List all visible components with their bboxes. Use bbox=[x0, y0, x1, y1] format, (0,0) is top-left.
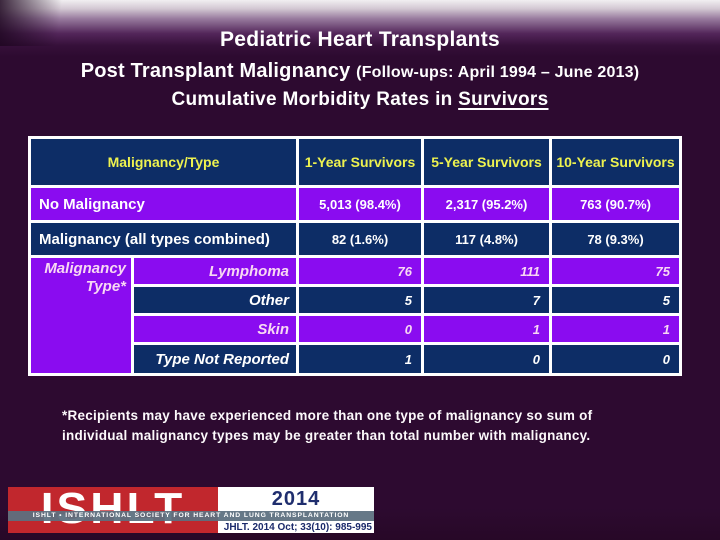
type-label-line2: Type* bbox=[85, 278, 126, 295]
subtitle-main: Post Transplant Malignancy bbox=[80, 60, 357, 82]
cell-value: 78 (9.3%) bbox=[552, 223, 679, 255]
cell-value: 0 bbox=[552, 345, 679, 373]
footnote-line2: individual malignancy types may be great… bbox=[62, 428, 591, 443]
footer-white-panel bbox=[218, 487, 374, 533]
cell-value: 1 bbox=[552, 316, 679, 342]
cell-value: 763 (90.7%) bbox=[552, 188, 679, 220]
ishlt-society-band: ISHLT • INTERNATIONAL SOCIETY FOR HEART … bbox=[8, 511, 374, 521]
column-header-1-year: 1-Year Survivors bbox=[299, 139, 421, 185]
slide-titles: Pediatric Heart Transplants Post Transpl… bbox=[0, 28, 720, 111]
cell-value: 5,013 (98.4%) bbox=[299, 188, 421, 220]
cell-value: 0 bbox=[424, 345, 549, 373]
cell-value: 111 bbox=[424, 258, 549, 284]
cell-value: 5 bbox=[552, 287, 679, 313]
column-header-5-year: 5-Year Survivors bbox=[424, 139, 549, 185]
table-row-other: Other 5 7 5 bbox=[31, 287, 679, 313]
column-header-malignancy-type: Malignancy/Type bbox=[31, 139, 296, 185]
morbidity-table: Malignancy/Type 1-Year Survivors 5-Year … bbox=[28, 136, 682, 376]
footer-year: 2014 bbox=[271, 488, 321, 510]
cell-value: 82 (1.6%) bbox=[299, 223, 421, 255]
cell-value: 7 bbox=[424, 287, 549, 313]
cell-value: 117 (4.8%) bbox=[424, 223, 549, 255]
cell-value: 0 bbox=[299, 316, 421, 342]
row-label: Skin bbox=[134, 316, 296, 342]
row-label: Lymphoma bbox=[134, 258, 296, 284]
header-row: Malignancy/Type 1-Year Survivors 5-Year … bbox=[31, 139, 679, 185]
footnote-line1: *Recipients may have experienced more th… bbox=[62, 408, 593, 423]
table-row-lymphoma: Malignancy Type* Lymphoma 76 111 75 bbox=[31, 258, 679, 373]
ishlt-logo-letters: ISHLT bbox=[40, 487, 186, 533]
column-header-10-year: 10-Year Survivors bbox=[552, 139, 679, 185]
cell-value: 5 bbox=[299, 287, 421, 313]
subtitle-followup-range: (Follow-ups: April 1994 – June 2013) bbox=[356, 64, 640, 81]
cell-value: 1 bbox=[424, 316, 549, 342]
table-row-type-not-reported: Type Not Reported 1 0 0 bbox=[31, 345, 679, 373]
ishlt-logo: ISHLT bbox=[8, 487, 218, 533]
table-row-malignancy-combined: Malignancy (all types combined) 82 (1.6%… bbox=[31, 223, 679, 255]
row-label: Malignancy (all types combined) bbox=[31, 223, 296, 255]
corner-shade bbox=[0, 0, 90, 46]
cell-value: 75 bbox=[552, 258, 679, 284]
malignancy-type-span-label: Malignancy Type* bbox=[31, 258, 131, 373]
row-label: Type Not Reported bbox=[134, 345, 296, 373]
section-title: Cumulative Morbidity Rates in Survivors bbox=[0, 89, 720, 111]
ishlt-footer: ISHLT 2014 ISHLT • INTERNATIONAL SOCIETY… bbox=[8, 487, 374, 533]
subtitle: Post Transplant Malignancy (Follow-ups: … bbox=[0, 60, 720, 83]
row-label: No Malignancy bbox=[31, 188, 296, 220]
cell-value: 1 bbox=[299, 345, 421, 373]
cell-value: 2,317 (95.2%) bbox=[424, 188, 549, 220]
row-label: Other bbox=[134, 287, 296, 313]
cell-value: 76 bbox=[299, 258, 421, 284]
journal-citation: JHLT. 2014 Oct; 33(10): 985-995 bbox=[223, 522, 372, 533]
page-title: Pediatric Heart Transplants bbox=[219, 28, 501, 51]
section-title-main: Cumulative Morbidity Rates in bbox=[171, 89, 459, 110]
section-title-survivors: Survivors bbox=[458, 89, 549, 110]
morbidity-table-container: Malignancy/Type 1-Year Survivors 5-Year … bbox=[28, 136, 682, 376]
table-row-skin: Skin 0 1 1 bbox=[31, 316, 679, 342]
type-label-line1: Malignancy bbox=[44, 260, 126, 277]
footnote: *Recipients may have experienced more th… bbox=[62, 406, 652, 446]
table-row-no-malignancy: No Malignancy 5,013 (98.4%) 2,317 (95.2%… bbox=[31, 188, 679, 220]
